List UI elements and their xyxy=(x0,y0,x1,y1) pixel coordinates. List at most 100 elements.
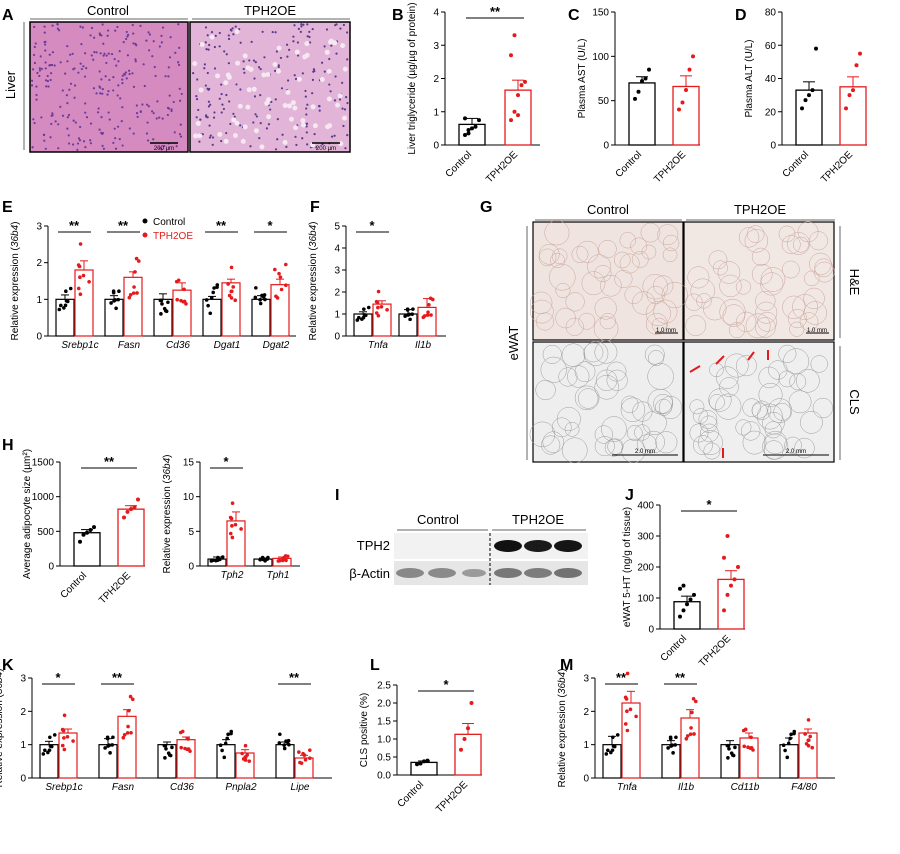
adipocyte-outline xyxy=(812,397,833,419)
lipid-droplet xyxy=(232,133,238,139)
liver-nucleus xyxy=(308,35,311,39)
adipocyte-outline xyxy=(581,271,606,296)
data-point xyxy=(211,290,216,295)
panel-g-histology: Control TPH2OE H&E CLS eWAT 1.0 mm 1.0 m… xyxy=(506,202,862,464)
adipocyte-outline xyxy=(606,369,628,391)
liver-nucleus xyxy=(213,45,216,49)
data-point xyxy=(623,722,628,726)
liver-nucleus xyxy=(51,114,54,117)
data-point xyxy=(426,310,430,314)
lipid-droplet xyxy=(192,61,198,67)
liver-nucleus xyxy=(148,33,152,36)
liver-nucleus xyxy=(242,67,245,71)
y-tick-label: 15 xyxy=(183,458,195,469)
liver-nucleus xyxy=(223,50,226,53)
data-point xyxy=(615,733,620,737)
liver-nucleus xyxy=(89,139,92,142)
adipocyte-outline xyxy=(594,340,618,364)
liver-nucleus xyxy=(227,34,230,37)
adipocyte-outline xyxy=(767,398,793,423)
data-point xyxy=(180,729,185,734)
adipocyte-outline xyxy=(796,368,820,393)
liver-nucleus xyxy=(44,67,47,70)
liver-nucleus xyxy=(53,64,56,67)
significance-label: ** xyxy=(112,670,123,685)
adipocyte-outline xyxy=(657,224,679,246)
y-tick-label: 500 xyxy=(37,527,54,538)
adipocyte-outline xyxy=(698,430,723,455)
data-point xyxy=(112,299,116,303)
liver-nucleus xyxy=(35,85,38,88)
liver-tph2oe-nuclei xyxy=(192,23,349,151)
bar-tph2oe xyxy=(717,578,745,630)
data-point xyxy=(806,738,811,743)
liver-nucleus xyxy=(333,99,337,102)
adipocyte-outline xyxy=(751,400,772,421)
y-tick-label: 3 xyxy=(583,674,589,685)
panel-a-row-label: Liver xyxy=(3,70,18,99)
liver-nucleus xyxy=(135,44,138,47)
adipocyte-outline xyxy=(595,369,618,391)
adipocyte-outline xyxy=(535,312,554,331)
y-tick-label: 0 xyxy=(188,562,194,573)
ewat-cls-control-image xyxy=(532,341,684,463)
liver-nucleus xyxy=(177,63,181,67)
y-tick-label: 0 xyxy=(603,141,609,152)
lipid-droplet xyxy=(251,86,257,92)
liver-nucleus xyxy=(93,36,96,39)
x-tick-label: Control xyxy=(781,149,812,180)
data-point xyxy=(78,242,83,246)
adipocyte-outline xyxy=(607,438,624,455)
liver-nucleus xyxy=(201,133,204,136)
liver-nucleus xyxy=(285,145,288,148)
liver-nucleus xyxy=(335,23,338,26)
liver-nucleus xyxy=(126,33,130,36)
data-point xyxy=(732,577,737,582)
lipid-droplet xyxy=(341,115,347,121)
liver-nucleus xyxy=(305,125,308,128)
liver-nucleus xyxy=(296,54,300,57)
adipocyte-outline xyxy=(793,236,809,253)
data-point xyxy=(301,751,305,756)
data-point xyxy=(633,96,637,101)
bar-control xyxy=(661,744,681,779)
liver-nucleus xyxy=(100,115,103,119)
data-point xyxy=(742,744,747,749)
liver-nucleus xyxy=(118,50,121,53)
liver-nucleus xyxy=(121,144,124,147)
liver-nucleus xyxy=(305,113,308,116)
chart-e: 0 1 2 3 Relative expression (36b4) Srebp1c Fas… xyxy=(10,218,296,351)
data-point xyxy=(63,303,68,308)
adipocyte-outline xyxy=(619,253,640,274)
significance-label: ** xyxy=(69,218,80,233)
liver-nucleus xyxy=(48,53,51,56)
liver-nucleus xyxy=(48,64,51,67)
g-scale-label-1: 1.0 mm xyxy=(656,328,676,334)
liver-nucleus xyxy=(279,56,283,60)
data-point xyxy=(376,314,381,318)
chart-d: 0 20 40 60 80 Plasma ALT (U/L) Control TPH2OE xyxy=(744,8,867,185)
adipocyte-outline xyxy=(738,227,760,248)
data-point xyxy=(634,714,638,719)
liver-nucleus xyxy=(306,103,309,106)
data-point xyxy=(687,67,692,72)
liver-nucleus xyxy=(167,75,170,78)
adipocyte-outline xyxy=(782,260,800,279)
data-point xyxy=(59,303,63,308)
data-point xyxy=(606,748,610,753)
liver-nucleus xyxy=(119,97,122,100)
data-point xyxy=(103,746,107,750)
lipid-droplet xyxy=(319,77,325,83)
liver-nucleus xyxy=(270,100,273,104)
data-point xyxy=(781,743,786,748)
liver-nucleus xyxy=(104,75,107,78)
significance-label: * xyxy=(223,454,229,469)
adipocyte-outline xyxy=(698,410,718,429)
liver-nucleus xyxy=(209,134,212,137)
liver-nucleus xyxy=(114,147,118,150)
data-point xyxy=(854,63,859,68)
liver-nucleus xyxy=(77,137,81,140)
x-tick-label: Dgat2 xyxy=(263,340,290,351)
adipocyte-outline xyxy=(620,397,646,422)
liver-nucleus xyxy=(125,77,128,80)
